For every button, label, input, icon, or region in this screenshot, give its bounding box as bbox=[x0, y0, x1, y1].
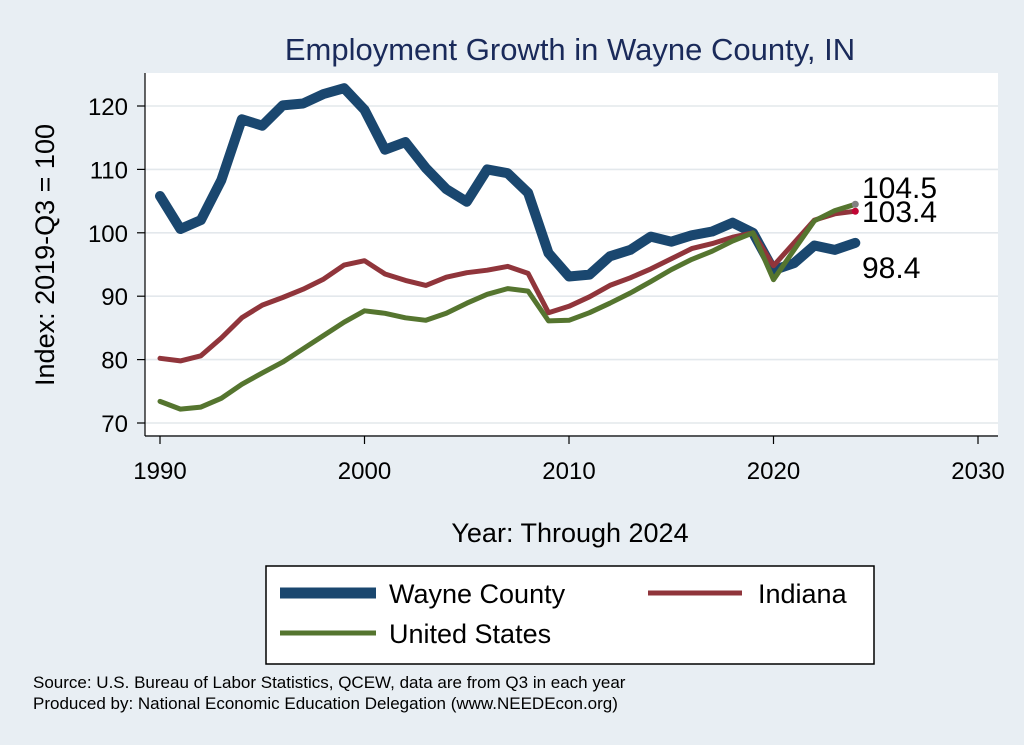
x-tick-label-2030: 2030 bbox=[951, 458, 1004, 485]
series-lines bbox=[155, 83, 861, 412]
end-label-wayne-county: 98.4 bbox=[862, 252, 920, 285]
plot-area bbox=[145, 73, 998, 435]
produced-by-note: Produced by: National Economic Education… bbox=[33, 694, 618, 713]
y-tick-label-70: 70 bbox=[101, 411, 128, 438]
end-marker-united-states bbox=[851, 200, 859, 208]
y-tick-label-100: 100 bbox=[88, 221, 128, 248]
x-axis-title: Year: Through 2024 bbox=[451, 518, 688, 548]
legend-label-indiana: Indiana bbox=[758, 579, 848, 609]
legend-box bbox=[265, 565, 875, 665]
end-marker-indiana bbox=[851, 207, 859, 215]
legend-label-wayne-county: Wayne County bbox=[389, 579, 566, 609]
end-marker-wayne-county bbox=[851, 239, 859, 247]
end-label-united-states: 104.5 bbox=[862, 172, 937, 205]
legend-label-united-states: United States bbox=[389, 619, 551, 649]
y-tick-label-120: 120 bbox=[88, 94, 128, 121]
y-tick-label-90: 90 bbox=[101, 284, 128, 311]
x-tick-label-2000: 2000 bbox=[338, 458, 391, 485]
x-tick-label-2010: 2010 bbox=[542, 458, 595, 485]
x-tick-label-1990: 1990 bbox=[133, 458, 186, 485]
chart-title: Employment Growth in Wayne County, IN bbox=[285, 32, 855, 67]
series-line-united-states bbox=[157, 201, 858, 412]
y-axis-title: Index: 2019-Q3 = 100 bbox=[30, 124, 60, 386]
series-line-wayne-county bbox=[155, 83, 861, 282]
y-tick-label-80: 80 bbox=[101, 348, 128, 375]
axis-ticks: 70 80 90 100 110 120 1990 2000 2010 2020 2030 bbox=[88, 94, 1005, 485]
end-label-indiana: 103.4 bbox=[862, 196, 937, 229]
y-tick-label-110: 110 bbox=[90, 157, 128, 184]
x-tick-label-2020: 2020 bbox=[747, 458, 800, 485]
source-note: Source: U.S. Bureau of Labor Statistics,… bbox=[33, 673, 626, 692]
